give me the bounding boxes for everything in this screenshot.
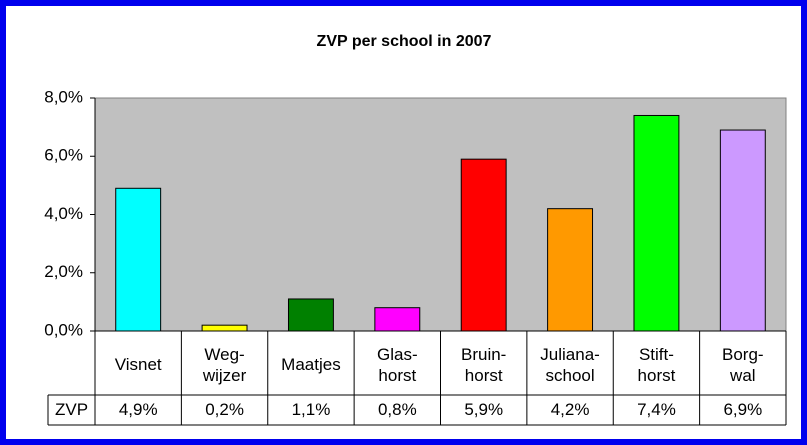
y-tick-label: 6,0%	[44, 146, 83, 165]
bar	[201, 324, 248, 332]
x-tick-label: Glas- horst	[377, 344, 418, 385]
y-tick-label: 8,0%	[44, 87, 83, 106]
bar	[115, 187, 162, 332]
y-tick-label: 2,0%	[44, 262, 83, 281]
data-table-series-name: ZVP	[54, 400, 89, 419]
chart-title: ZVP per school in 2007	[317, 33, 492, 50]
data-table-cell: 0,8%	[377, 400, 417, 419]
chart: ZVP per school in 2007 0,0% 2,0% 4,0% 6,0% 8…	[44, 33, 787, 426]
y-tick-label: 4,0%	[44, 204, 83, 223]
bar	[633, 114, 680, 332]
x-tick-label: Weg- wijzer	[202, 344, 247, 385]
x-tick-label: Stift- horst	[637, 344, 676, 385]
x-tick-label: Bruin- horst	[461, 344, 507, 385]
data-table-cell: 5,9%	[464, 400, 504, 419]
bar	[287, 298, 334, 332]
y-tick-label: 0,0%	[44, 320, 83, 339]
data-table-cell: 4,9%	[118, 400, 158, 419]
plot-area	[94, 97, 787, 332]
bar	[547, 208, 594, 332]
data-table-cell: 6,9%	[723, 400, 763, 419]
x-tick-label: Borg- wal	[722, 344, 764, 385]
x-tick-label: Visnet	[114, 355, 162, 374]
bar	[460, 158, 507, 332]
bar	[719, 129, 766, 332]
data-table-cell: 0,2%	[205, 400, 244, 419]
data-table-cell: 7,4%	[637, 400, 676, 419]
data-table-cell: 1,1%	[291, 400, 331, 419]
x-tick-label: Juliana- school	[540, 344, 600, 385]
bar	[374, 307, 421, 332]
x-tick-label: Maatjes	[281, 355, 341, 374]
data-table-cell: 4,2%	[550, 400, 590, 419]
